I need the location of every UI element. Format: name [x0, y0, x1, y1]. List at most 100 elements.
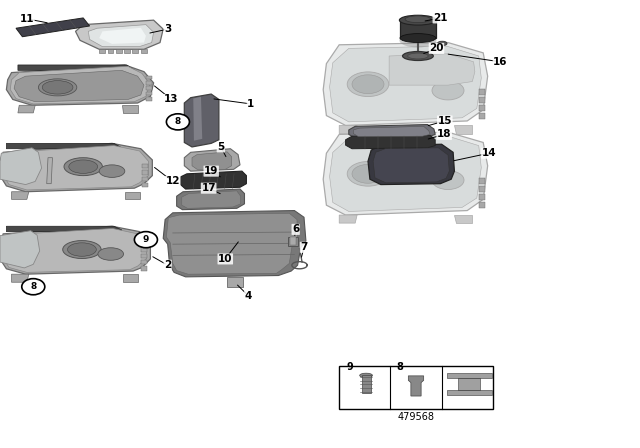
Polygon shape — [88, 25, 154, 47]
Polygon shape — [116, 49, 122, 53]
Polygon shape — [323, 43, 488, 125]
Polygon shape — [330, 46, 481, 122]
Polygon shape — [6, 143, 120, 151]
Polygon shape — [479, 105, 485, 111]
Polygon shape — [0, 226, 150, 274]
Polygon shape — [6, 65, 154, 105]
Text: 17: 17 — [202, 183, 216, 193]
Ellipse shape — [352, 164, 384, 183]
Ellipse shape — [360, 373, 372, 378]
Polygon shape — [141, 247, 147, 252]
Polygon shape — [76, 20, 163, 49]
Polygon shape — [479, 194, 485, 200]
Text: 15: 15 — [438, 116, 452, 126]
Polygon shape — [290, 237, 296, 245]
Ellipse shape — [403, 52, 433, 60]
Polygon shape — [479, 202, 485, 208]
Polygon shape — [163, 211, 306, 277]
Polygon shape — [146, 81, 152, 85]
Polygon shape — [146, 97, 152, 101]
FancyBboxPatch shape — [339, 366, 493, 409]
Text: 3: 3 — [164, 24, 172, 34]
Ellipse shape — [99, 165, 125, 177]
Ellipse shape — [408, 53, 428, 59]
Polygon shape — [227, 277, 243, 287]
Polygon shape — [479, 186, 485, 192]
Polygon shape — [146, 86, 152, 90]
Polygon shape — [353, 126, 430, 137]
Text: 8: 8 — [30, 282, 36, 291]
Polygon shape — [0, 148, 42, 185]
Ellipse shape — [69, 160, 97, 173]
Polygon shape — [142, 164, 148, 168]
Ellipse shape — [347, 162, 389, 186]
Text: 14: 14 — [482, 148, 496, 158]
Polygon shape — [18, 105, 35, 113]
Polygon shape — [6, 226, 122, 233]
Text: 8: 8 — [175, 117, 181, 126]
Ellipse shape — [347, 72, 389, 97]
Ellipse shape — [64, 158, 102, 176]
Polygon shape — [3, 146, 148, 190]
Polygon shape — [166, 213, 298, 274]
Polygon shape — [146, 92, 152, 95]
Text: 1: 1 — [247, 99, 255, 109]
Polygon shape — [142, 177, 148, 181]
Text: 9: 9 — [143, 235, 149, 244]
Polygon shape — [184, 149, 240, 171]
Polygon shape — [177, 189, 244, 210]
Polygon shape — [362, 375, 371, 393]
Polygon shape — [16, 18, 90, 37]
Polygon shape — [10, 66, 150, 104]
Polygon shape — [124, 49, 130, 53]
Text: 9: 9 — [347, 362, 354, 372]
Polygon shape — [400, 20, 436, 38]
Ellipse shape — [38, 79, 77, 96]
Polygon shape — [373, 148, 449, 183]
Polygon shape — [12, 192, 29, 199]
Polygon shape — [12, 274, 29, 282]
Polygon shape — [99, 28, 146, 44]
Polygon shape — [123, 274, 138, 282]
Polygon shape — [479, 89, 485, 95]
Polygon shape — [108, 49, 113, 53]
Polygon shape — [193, 97, 202, 141]
Text: 7: 7 — [300, 242, 308, 252]
Polygon shape — [349, 125, 435, 138]
Ellipse shape — [399, 33, 436, 47]
Circle shape — [166, 114, 189, 130]
Polygon shape — [142, 170, 148, 175]
Text: 11: 11 — [20, 14, 34, 24]
Text: 6: 6 — [292, 224, 300, 234]
Polygon shape — [0, 143, 152, 192]
Polygon shape — [141, 266, 147, 271]
Polygon shape — [479, 178, 485, 184]
Text: 18: 18 — [437, 129, 451, 139]
Circle shape — [22, 279, 45, 295]
Text: 21: 21 — [433, 13, 447, 23]
Text: 13: 13 — [164, 95, 179, 104]
Polygon shape — [180, 171, 246, 189]
Text: 479568: 479568 — [397, 412, 435, 422]
Polygon shape — [0, 231, 40, 268]
Polygon shape — [339, 125, 357, 134]
Ellipse shape — [68, 243, 96, 256]
Text: 8: 8 — [397, 362, 404, 372]
Polygon shape — [122, 105, 138, 113]
Polygon shape — [408, 376, 424, 396]
Polygon shape — [288, 237, 298, 246]
Polygon shape — [141, 260, 147, 264]
Polygon shape — [454, 125, 472, 134]
Ellipse shape — [352, 75, 384, 94]
Text: 20: 20 — [429, 43, 444, 53]
Ellipse shape — [42, 81, 73, 94]
Text: 5: 5 — [217, 142, 225, 152]
Polygon shape — [14, 70, 144, 102]
Polygon shape — [323, 132, 488, 215]
Polygon shape — [479, 113, 485, 119]
Text: 2: 2 — [164, 260, 172, 270]
Polygon shape — [132, 49, 138, 53]
Polygon shape — [141, 49, 147, 53]
Ellipse shape — [400, 34, 436, 43]
Polygon shape — [142, 183, 148, 187]
